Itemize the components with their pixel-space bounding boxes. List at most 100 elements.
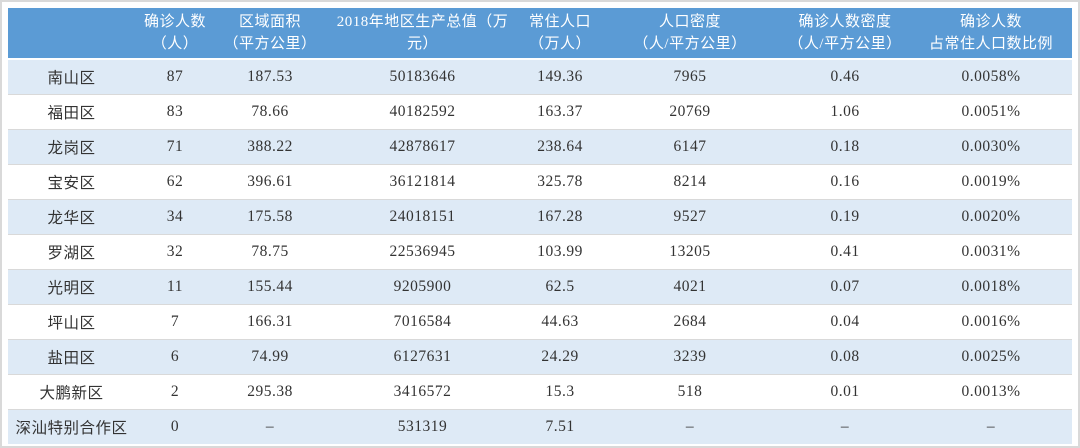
header-line2: （人/平方公里）	[633, 36, 747, 52]
district-name-cell: 南山区	[47, 70, 96, 87]
district-name-cell: 罗湖区	[8, 234, 135, 270]
value-cell: 187.53	[247, 68, 293, 85]
value-cell: 163.37	[520, 94, 600, 130]
column-header-pop-density: 人口密度 （人/平方公里）	[600, 8, 780, 60]
column-header-confirmed: 确诊人数 （人）	[135, 8, 215, 60]
value-cell: 396.61	[215, 164, 325, 200]
column-header-area: 区域面积 （平方公里）	[215, 8, 325, 60]
value-cell: 0.0018%	[910, 269, 1072, 305]
table-row: 宝安区 62 396.61 36121814 325.78 8214 0.16 0.0019%	[8, 164, 1072, 200]
header-row: 确诊人数 （人） 区域面积 （平方公里） 2018年地区生产总值（万 元） 常住人口 （万人）…	[8, 8, 1072, 60]
value-cell: 2	[135, 374, 215, 410]
column-header-case-density: 确诊人数密度 （人/平方公里）	[780, 8, 910, 60]
header-line2: 占常住人口数比例	[928, 36, 1053, 52]
value-cell: 9205900	[325, 269, 520, 305]
value-cell: 0.19	[780, 199, 910, 235]
header-line1: 确诊人数密度	[798, 13, 892, 30]
district-name-cell: 龙华区	[8, 199, 135, 235]
value-cell: 78.75	[215, 234, 325, 270]
value-cell: 0.0031%	[910, 234, 1072, 270]
table-row: 福田区 83 78.66 40182592 163.37 20769 1.06 0.0051%	[8, 94, 1072, 130]
header-line1: 常住人口	[528, 13, 591, 30]
district-statistics-table: 确诊人数 （人） 区域面积 （平方公里） 2018年地区生产总值（万 元） 常住人口 （万人）…	[8, 8, 1072, 444]
value-cell: 0.0051%	[910, 94, 1072, 130]
value-cell: 7.51	[520, 409, 600, 444]
table-row: 龙华区 34 175.58 24018151 167.28 9527 0.19 0.0020%	[8, 199, 1072, 235]
value-cell: 0.41	[780, 234, 910, 270]
header-line1: 人口密度	[658, 13, 721, 30]
value-cell: 0	[135, 409, 215, 444]
value-cell: 295.38	[215, 374, 325, 410]
district-name-cell: 坪山区	[8, 304, 135, 340]
table-row: 盐田区 6 74.99 6127631 24.29 3239 0.08 0.0025%	[8, 339, 1072, 375]
table-row: 罗湖区 32 78.75 22536945 103.99 13205 0.41 0.0031%	[8, 234, 1072, 270]
value-cell: 44.63	[520, 304, 600, 340]
header-line2: （平方公里）	[223, 36, 317, 52]
value-cell: 78.66	[215, 94, 325, 130]
district-name-cell: 盐田区	[8, 339, 135, 375]
district-name-cell: 深汕特别合作区	[8, 409, 135, 444]
value-cell: 3239	[600, 339, 780, 375]
value-cell: 7016584	[325, 304, 520, 340]
value-cell: 0.04	[780, 304, 910, 340]
table-row: 光明区 11 155.44 9205900 62.5 4021 0.07 0.0018%	[8, 269, 1072, 305]
value-cell: 8214	[600, 164, 780, 200]
value-cell: 0.0016%	[910, 304, 1072, 340]
header-line1: 确诊人数	[143, 13, 206, 30]
value-cell: 0.01	[780, 374, 910, 410]
value-cell: –	[910, 409, 1072, 444]
value-cell: 155.44	[215, 269, 325, 305]
value-cell: 325.78	[520, 164, 600, 200]
value-cell: 0.16	[780, 164, 910, 200]
value-cell: 87	[166, 68, 184, 85]
value-cell: 0.0013%	[910, 374, 1072, 410]
value-cell: 62	[135, 164, 215, 200]
column-header-gdp: 2018年地区生产总值（万 元）	[325, 8, 520, 60]
header-line2: 元）	[406, 36, 438, 52]
table-body: 南山区 87 187.53 50183646 149.36 7965 0.46 0.0058%…	[8, 59, 1072, 444]
value-cell: 0.0025%	[910, 339, 1072, 375]
table-header: 确诊人数 （人） 区域面积 （平方公里） 2018年地区生产总值（万 元） 常住人口 （万人）…	[8, 8, 1072, 60]
value-cell: 20769	[600, 94, 780, 130]
value-cell: 34	[135, 199, 215, 235]
value-cell: 175.58	[215, 199, 325, 235]
value-cell: 531319	[325, 409, 520, 444]
value-cell: 149.36	[537, 68, 583, 85]
value-cell: 40182592	[325, 94, 520, 130]
value-cell: 42878617	[325, 129, 520, 165]
district-name-cell: 宝安区	[8, 164, 135, 200]
value-cell: 13205	[600, 234, 780, 270]
value-cell: 7	[135, 304, 215, 340]
value-cell: 24018151	[325, 199, 520, 235]
value-cell: 2684	[600, 304, 780, 340]
value-cell: 32	[135, 234, 215, 270]
value-cell: 6127631	[325, 339, 520, 375]
district-name-cell: 龙岗区	[8, 129, 135, 165]
header-line2: （万人）	[528, 36, 591, 52]
value-cell: 83	[135, 94, 215, 130]
value-cell: 0.0058%	[961, 68, 1021, 85]
table-row: 深汕特别合作区 0–531319 7.51– – –	[8, 409, 1072, 444]
district-name-cell: 大鹏新区	[8, 374, 135, 410]
value-cell: 6	[135, 339, 215, 375]
table-row: 南山区 87 187.53 50183646 149.36 7965 0.46 0.0058%	[8, 59, 1072, 95]
value-cell: 0.08	[780, 339, 910, 375]
district-name-cell: 福田区	[8, 94, 135, 130]
value-cell: 50183646	[389, 68, 456, 85]
header-line2: （人/平方公里）	[788, 36, 902, 52]
column-header-case-ratio: 确诊人数 占常住人口数比例	[910, 8, 1072, 60]
value-cell: 0.0030%	[910, 129, 1072, 165]
header-line1: 区域面积	[238, 13, 301, 30]
value-cell: 0.46	[830, 68, 860, 85]
column-header-population: 常住人口 （万人）	[520, 8, 600, 60]
value-cell: 7965	[673, 68, 707, 85]
value-cell: 24.29	[520, 339, 600, 375]
value-cell: 167.28	[520, 199, 600, 235]
value-cell: 518	[600, 374, 780, 410]
header-line1: 2018年地区生产总值（万	[336, 13, 509, 30]
value-cell: 74.99	[215, 339, 325, 375]
value-cell: –	[600, 409, 780, 444]
table-row: 大鹏新区 2 295.38 3416572 15.3 518 0.01 0.0013%	[8, 374, 1072, 410]
value-cell: 71	[135, 129, 215, 165]
